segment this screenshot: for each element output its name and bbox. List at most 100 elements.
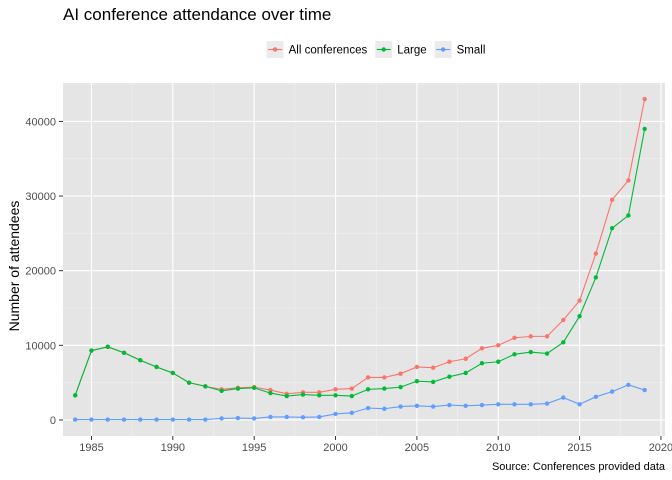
data-point: [138, 417, 143, 422]
data-point: [496, 359, 501, 364]
y-tick-label: 20000: [25, 266, 56, 278]
data-point: [89, 348, 94, 353]
data-point: [154, 417, 159, 422]
data-point: [186, 417, 192, 422]
data-point: [398, 371, 403, 376]
series-small: [73, 382, 647, 422]
data-point: [73, 417, 78, 422]
legend: All conferences Large Small: [266, 41, 486, 58]
data-point: [89, 417, 94, 422]
data-point: [609, 389, 615, 394]
grid-minor: [63, 83, 665, 436]
data-point: [561, 317, 566, 323]
data-point: [300, 392, 306, 397]
data-point: [609, 225, 615, 231]
data-point: [105, 417, 110, 422]
data-point: [414, 403, 420, 408]
y-axis: 0 10000 20000 30000 40000: [25, 116, 63, 427]
data-point: [512, 352, 517, 357]
y-tick-label: 10000: [25, 340, 56, 352]
grid-major: [63, 83, 665, 436]
data-point: [170, 370, 176, 376]
data-point: [626, 382, 631, 388]
data-point: [365, 375, 371, 380]
data-point: [382, 406, 387, 411]
data-point: [430, 365, 436, 370]
data-point: [463, 403, 468, 408]
legend-key-point: [440, 47, 446, 52]
legend-label: Large: [397, 45, 426, 57]
data-point: [593, 275, 599, 280]
chart-title: AI conference attendance over time: [63, 5, 331, 24]
data-point: [479, 361, 485, 366]
data-point: [414, 364, 420, 370]
data-point: [626, 213, 631, 218]
data-point: [349, 393, 354, 399]
x-tick-label: 2015: [567, 442, 591, 454]
data-point: [544, 334, 550, 339]
series-large: [73, 126, 647, 399]
data-point: [496, 402, 501, 407]
data-point: [73, 393, 78, 398]
data-point: [203, 417, 208, 422]
data-point: [349, 410, 354, 416]
data-point: [365, 405, 371, 411]
data-point: [447, 374, 452, 379]
data-point: [479, 346, 485, 351]
data-point: [609, 197, 615, 202]
data-point: [105, 344, 110, 350]
series-line: [75, 384, 645, 421]
data-point: [251, 385, 257, 391]
x-tick-label: 1990: [161, 442, 185, 454]
x-tick-label: 2005: [405, 442, 429, 454]
data-point: [626, 178, 631, 183]
data-point: [251, 416, 257, 421]
data-point: [528, 402, 533, 407]
data-point: [642, 126, 647, 132]
data-point: [121, 417, 127, 422]
legend-label: All conferences: [289, 45, 368, 57]
data-point: [235, 415, 241, 421]
data-point: [544, 351, 550, 356]
data-point: [561, 340, 566, 345]
data-point: [496, 343, 501, 348]
data-point: [593, 394, 599, 400]
data-point: [382, 386, 387, 391]
y-tick-label: 0: [50, 415, 56, 427]
data-point: [365, 387, 371, 392]
data-point: [284, 414, 289, 420]
data-point: [203, 384, 208, 389]
x-tick-label: 1985: [79, 442, 103, 454]
data-point: [463, 370, 468, 376]
data-point: [235, 386, 241, 391]
x-tick-label: 2000: [323, 442, 347, 454]
series-layer: [73, 96, 647, 422]
data-point: [593, 251, 599, 256]
data-point: [577, 314, 582, 319]
data-point: [577, 402, 582, 407]
data-point: [512, 402, 517, 407]
data-point: [561, 395, 566, 400]
data-point: [317, 414, 322, 420]
x-tick-label: 2010: [486, 442, 510, 454]
data-point: [154, 364, 159, 370]
series-line: [74, 128, 646, 397]
data-point: [333, 411, 338, 417]
data-point: [398, 384, 403, 390]
data-point: [333, 393, 338, 398]
y-axis-title: Number of attendees: [6, 201, 22, 332]
data-point: [479, 402, 485, 408]
legend-label: Small: [457, 45, 486, 57]
data-point: [642, 387, 647, 393]
data-point: [317, 393, 322, 398]
legend-key-point: [381, 47, 386, 52]
data-point: [219, 388, 224, 394]
legend-item-large: Large: [375, 41, 427, 58]
legend-item-small: Small: [434, 41, 486, 58]
legend-item-all-conferences: All conferences: [266, 41, 368, 58]
x-axis: 1985 1990 1995 2000 2005 2010 2015 2020: [79, 436, 672, 454]
legend-key-point: [272, 47, 278, 52]
data-point: [463, 356, 468, 361]
data-point: [349, 386, 354, 391]
